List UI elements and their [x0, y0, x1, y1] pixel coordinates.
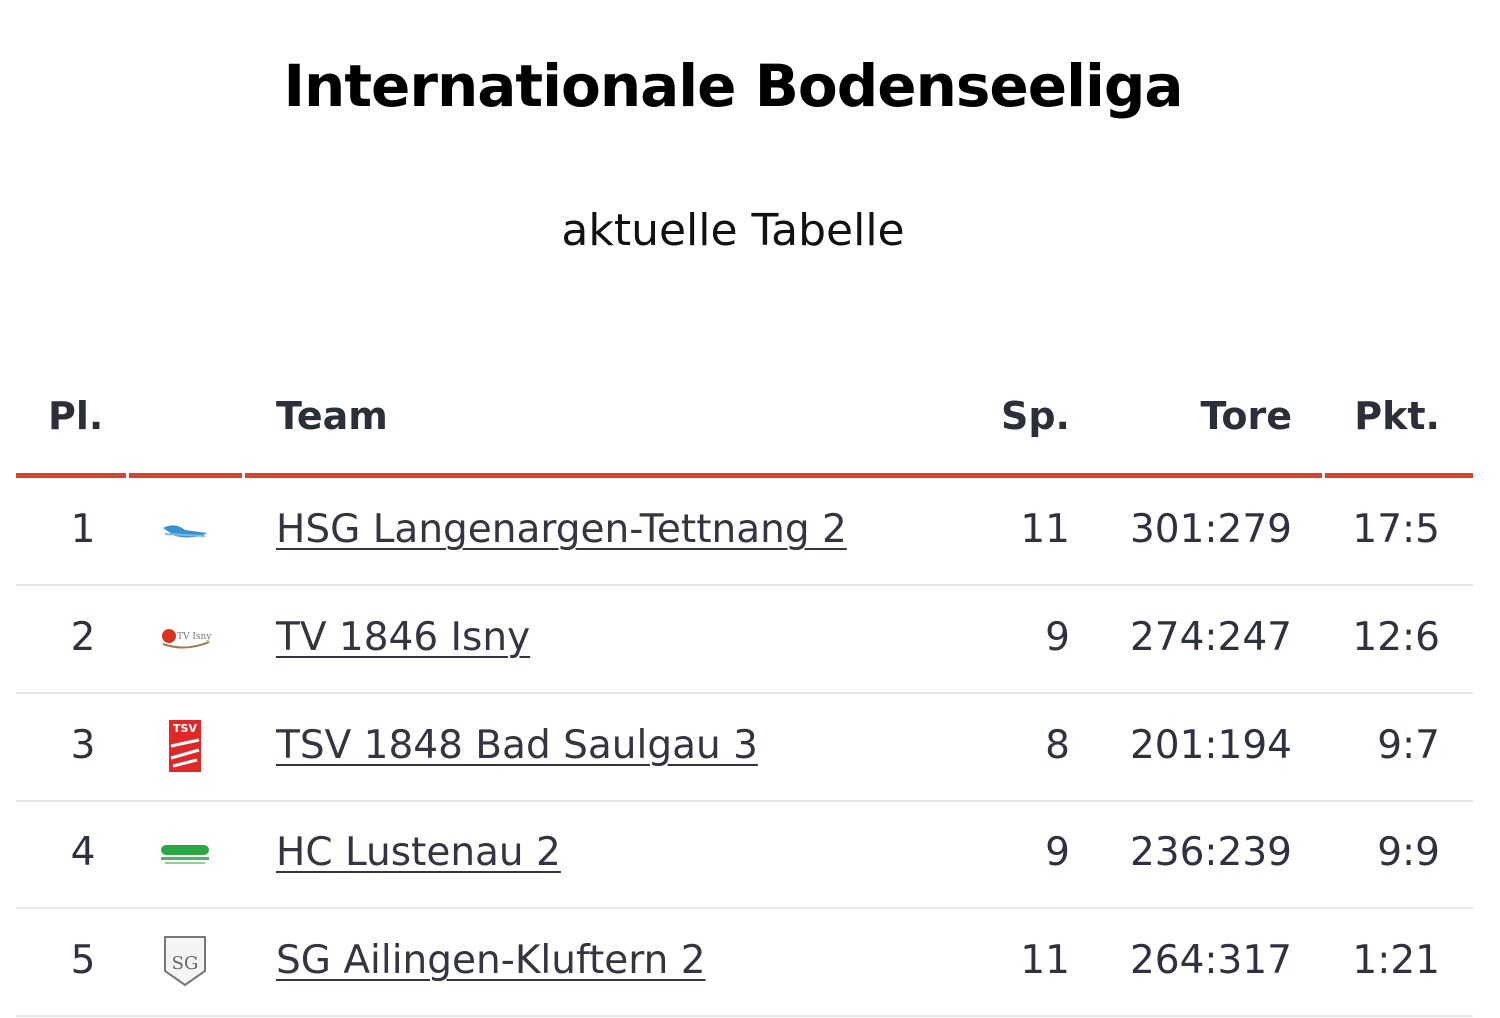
- team-link[interactable]: HSG Langenargen-Tettnang 2: [276, 507, 847, 552]
- place: 3: [70, 722, 96, 768]
- row-separator: [16, 1015, 1473, 1018]
- games: 11: [1020, 938, 1070, 984]
- column-header: Pkt.: [1354, 394, 1440, 438]
- header-rule: [245, 473, 1322, 478]
- goals: 301:279: [1129, 507, 1292, 552]
- svg-text:TV Isny: TV Isny: [177, 632, 212, 642]
- place: 1: [70, 507, 96, 552]
- column-header: Pl.: [48, 394, 104, 438]
- games: 9: [1045, 614, 1070, 660]
- games: 11: [1020, 507, 1070, 552]
- points: 17:5: [1352, 507, 1440, 552]
- column-header: Sp.: [1000, 394, 1070, 438]
- team-logo: SG: [155, 931, 215, 991]
- header-rule: [16, 473, 126, 478]
- team-link[interactable]: HC Lustenau 2: [276, 830, 561, 876]
- goals: 274:247: [1129, 614, 1292, 660]
- row-separator: [16, 584, 1473, 586]
- points: 1:21: [1352, 938, 1440, 984]
- team-logo: TSV: [155, 716, 215, 776]
- goals: 201:194: [1129, 722, 1292, 768]
- team-link[interactable]: TV 1846 Isny: [276, 614, 531, 660]
- team-logo: [155, 823, 215, 883]
- page-subtitle: aktuelle Tabelle: [561, 205, 905, 256]
- column-header: Team: [276, 394, 388, 438]
- games: 8: [1045, 722, 1070, 768]
- team-link[interactable]: SG Ailingen-Kluftern 2: [276, 938, 706, 984]
- team-link[interactable]: TSV 1848 Bad Saulgau 3: [276, 722, 758, 768]
- team-logo: TV Isny: [155, 608, 215, 668]
- points: 9:9: [1377, 830, 1440, 876]
- goals: 236:239: [1129, 830, 1292, 876]
- row-separator: [16, 799, 1473, 802]
- games: 9: [1045, 830, 1070, 876]
- row-separator: [16, 907, 1473, 910]
- place: 5: [70, 938, 96, 984]
- place: 4: [70, 830, 96, 876]
- place: 2: [70, 614, 96, 660]
- svg-text:TSV: TSV: [173, 722, 197, 735]
- page-title: Internationale Bodenseeliga: [283, 52, 1183, 120]
- column-header: Tore: [1200, 394, 1293, 438]
- points: 12:6: [1352, 614, 1440, 660]
- team-logo: [155, 500, 215, 560]
- header-rule: [1325, 473, 1473, 478]
- svg-text:SG: SG: [172, 953, 199, 974]
- goals: 264:317: [1129, 938, 1292, 984]
- row-separator: [16, 691, 1473, 694]
- header-rule: [129, 473, 242, 478]
- points: 9:7: [1377, 722, 1440, 768]
